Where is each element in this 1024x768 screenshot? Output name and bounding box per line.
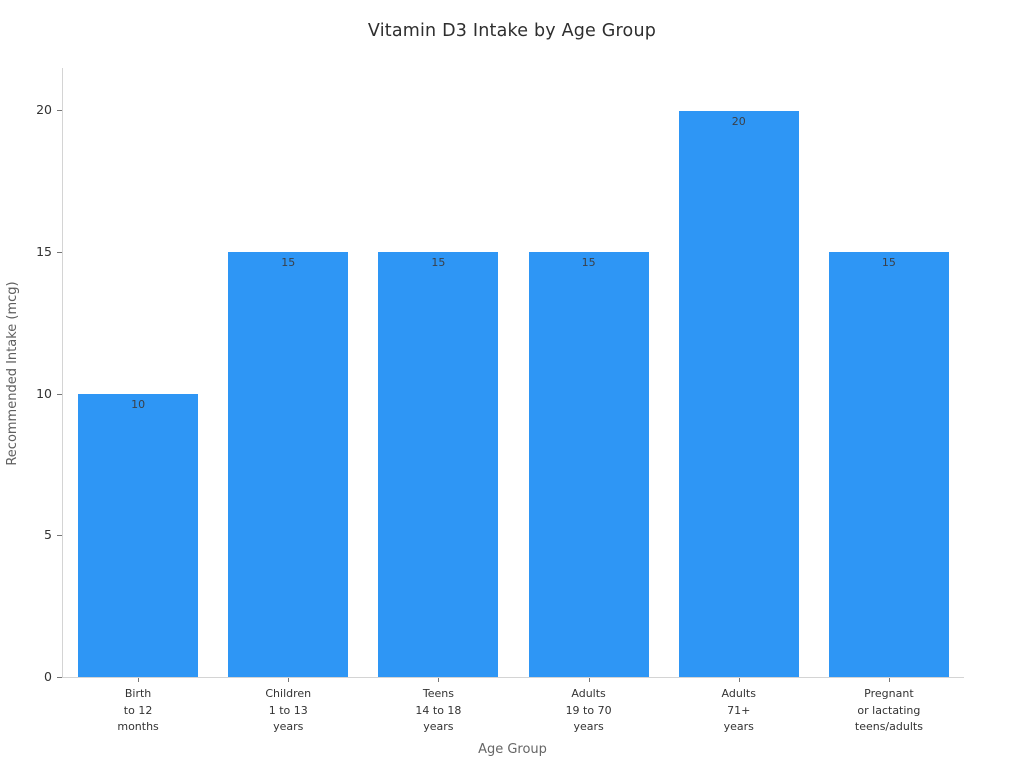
x-tick-label: Pregnant or lactating teens/adults [854, 687, 923, 733]
y-tick-label: 20 [36, 102, 52, 118]
bar: 15 [378, 252, 499, 677]
bar: 15 [828, 252, 949, 677]
x-tick-label: Children 1 to 13 years [265, 687, 312, 733]
x-tick-mark [888, 678, 890, 682]
x-tick-label: Birth to 12 months [117, 687, 159, 733]
x-tick-mark [438, 678, 440, 682]
y-tick-label: 0 [44, 669, 52, 685]
bar-value-label: 15 [581, 256, 596, 270]
x-tick-label: Adults 71+ years [721, 687, 756, 733]
bar-value-label: 15 [281, 256, 296, 270]
y-tick-mark [57, 535, 62, 537]
bar-value-label: 15 [431, 256, 446, 270]
y-tick-label: 5 [44, 527, 52, 543]
bar-value-label: 15 [881, 256, 896, 270]
x-tick-mark [738, 678, 740, 682]
y-tick-label: 15 [36, 244, 52, 260]
x-tick-mark [588, 678, 590, 682]
bar: 15 [228, 252, 349, 677]
x-tick-label: Teens 14 to 18 years [415, 687, 462, 733]
y-tick-mark [57, 252, 62, 254]
bar: 15 [528, 252, 649, 677]
x-tick-mark [288, 678, 290, 682]
y-axis-title: Recommended Intake (mcg) [5, 281, 20, 466]
y-tick-mark [57, 110, 62, 112]
y-tick-mark [57, 677, 62, 678]
bar-value-label: 20 [731, 114, 746, 128]
y-tick-label: 10 [36, 385, 52, 401]
y-tick-mark [57, 393, 62, 395]
x-axis-title: Age Group [478, 742, 547, 757]
chart-title: Vitamin D3 Intake by Age Group [367, 21, 657, 41]
x-tick-label: Adults 19 to 70 years [565, 687, 612, 733]
bar: 20 [678, 110, 799, 677]
x-tick-mark [138, 678, 140, 682]
bar-value-label: 10 [131, 397, 146, 411]
plot-area: 0 5 10 15 20 10 Birth to 12 months 15 Children 1… [36, 68, 964, 733]
bar: 10 [78, 393, 199, 677]
